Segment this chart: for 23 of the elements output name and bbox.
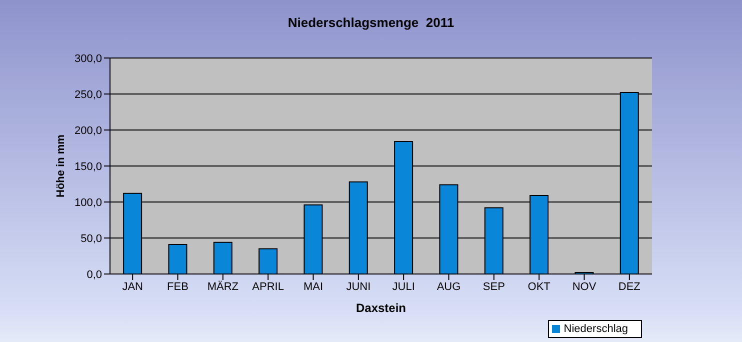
y-tick-label: 150,0 <box>74 160 102 173</box>
legend-label: Niederschlag <box>564 323 628 335</box>
y-tick-label: 300,0 <box>74 52 102 65</box>
x-tick-label: MÄRZ <box>207 280 239 293</box>
x-tick-label: JULI <box>392 280 415 293</box>
x-axis-title: Daxstein <box>356 301 406 315</box>
x-tick-label: SEP <box>482 280 505 293</box>
x-tick-label: OKT <box>528 280 551 293</box>
y-tick-label: 0,0 <box>86 268 102 281</box>
x-tick-label: JUNI <box>346 280 371 293</box>
y-tick-label: 250,0 <box>74 88 102 101</box>
y-tick-label: 50,0 <box>80 232 102 245</box>
x-tick-label: FEB <box>167 280 188 293</box>
y-axis-title: Höhe in mm <box>54 134 67 198</box>
x-tick-label: DEZ <box>618 280 641 293</box>
x-tick-label: NOV <box>572 280 597 293</box>
x-tick-label: AUG <box>436 280 461 293</box>
x-tick-label: JAN <box>122 280 144 293</box>
y-tick-label: 200,0 <box>74 124 102 137</box>
chart-title: Niederschlagsmenge 2011 <box>286 15 456 30</box>
x-tick-label: APRIL <box>252 280 284 293</box>
x-tick-label: MAI <box>303 280 324 293</box>
y-tick-label: 100,0 <box>74 196 102 209</box>
